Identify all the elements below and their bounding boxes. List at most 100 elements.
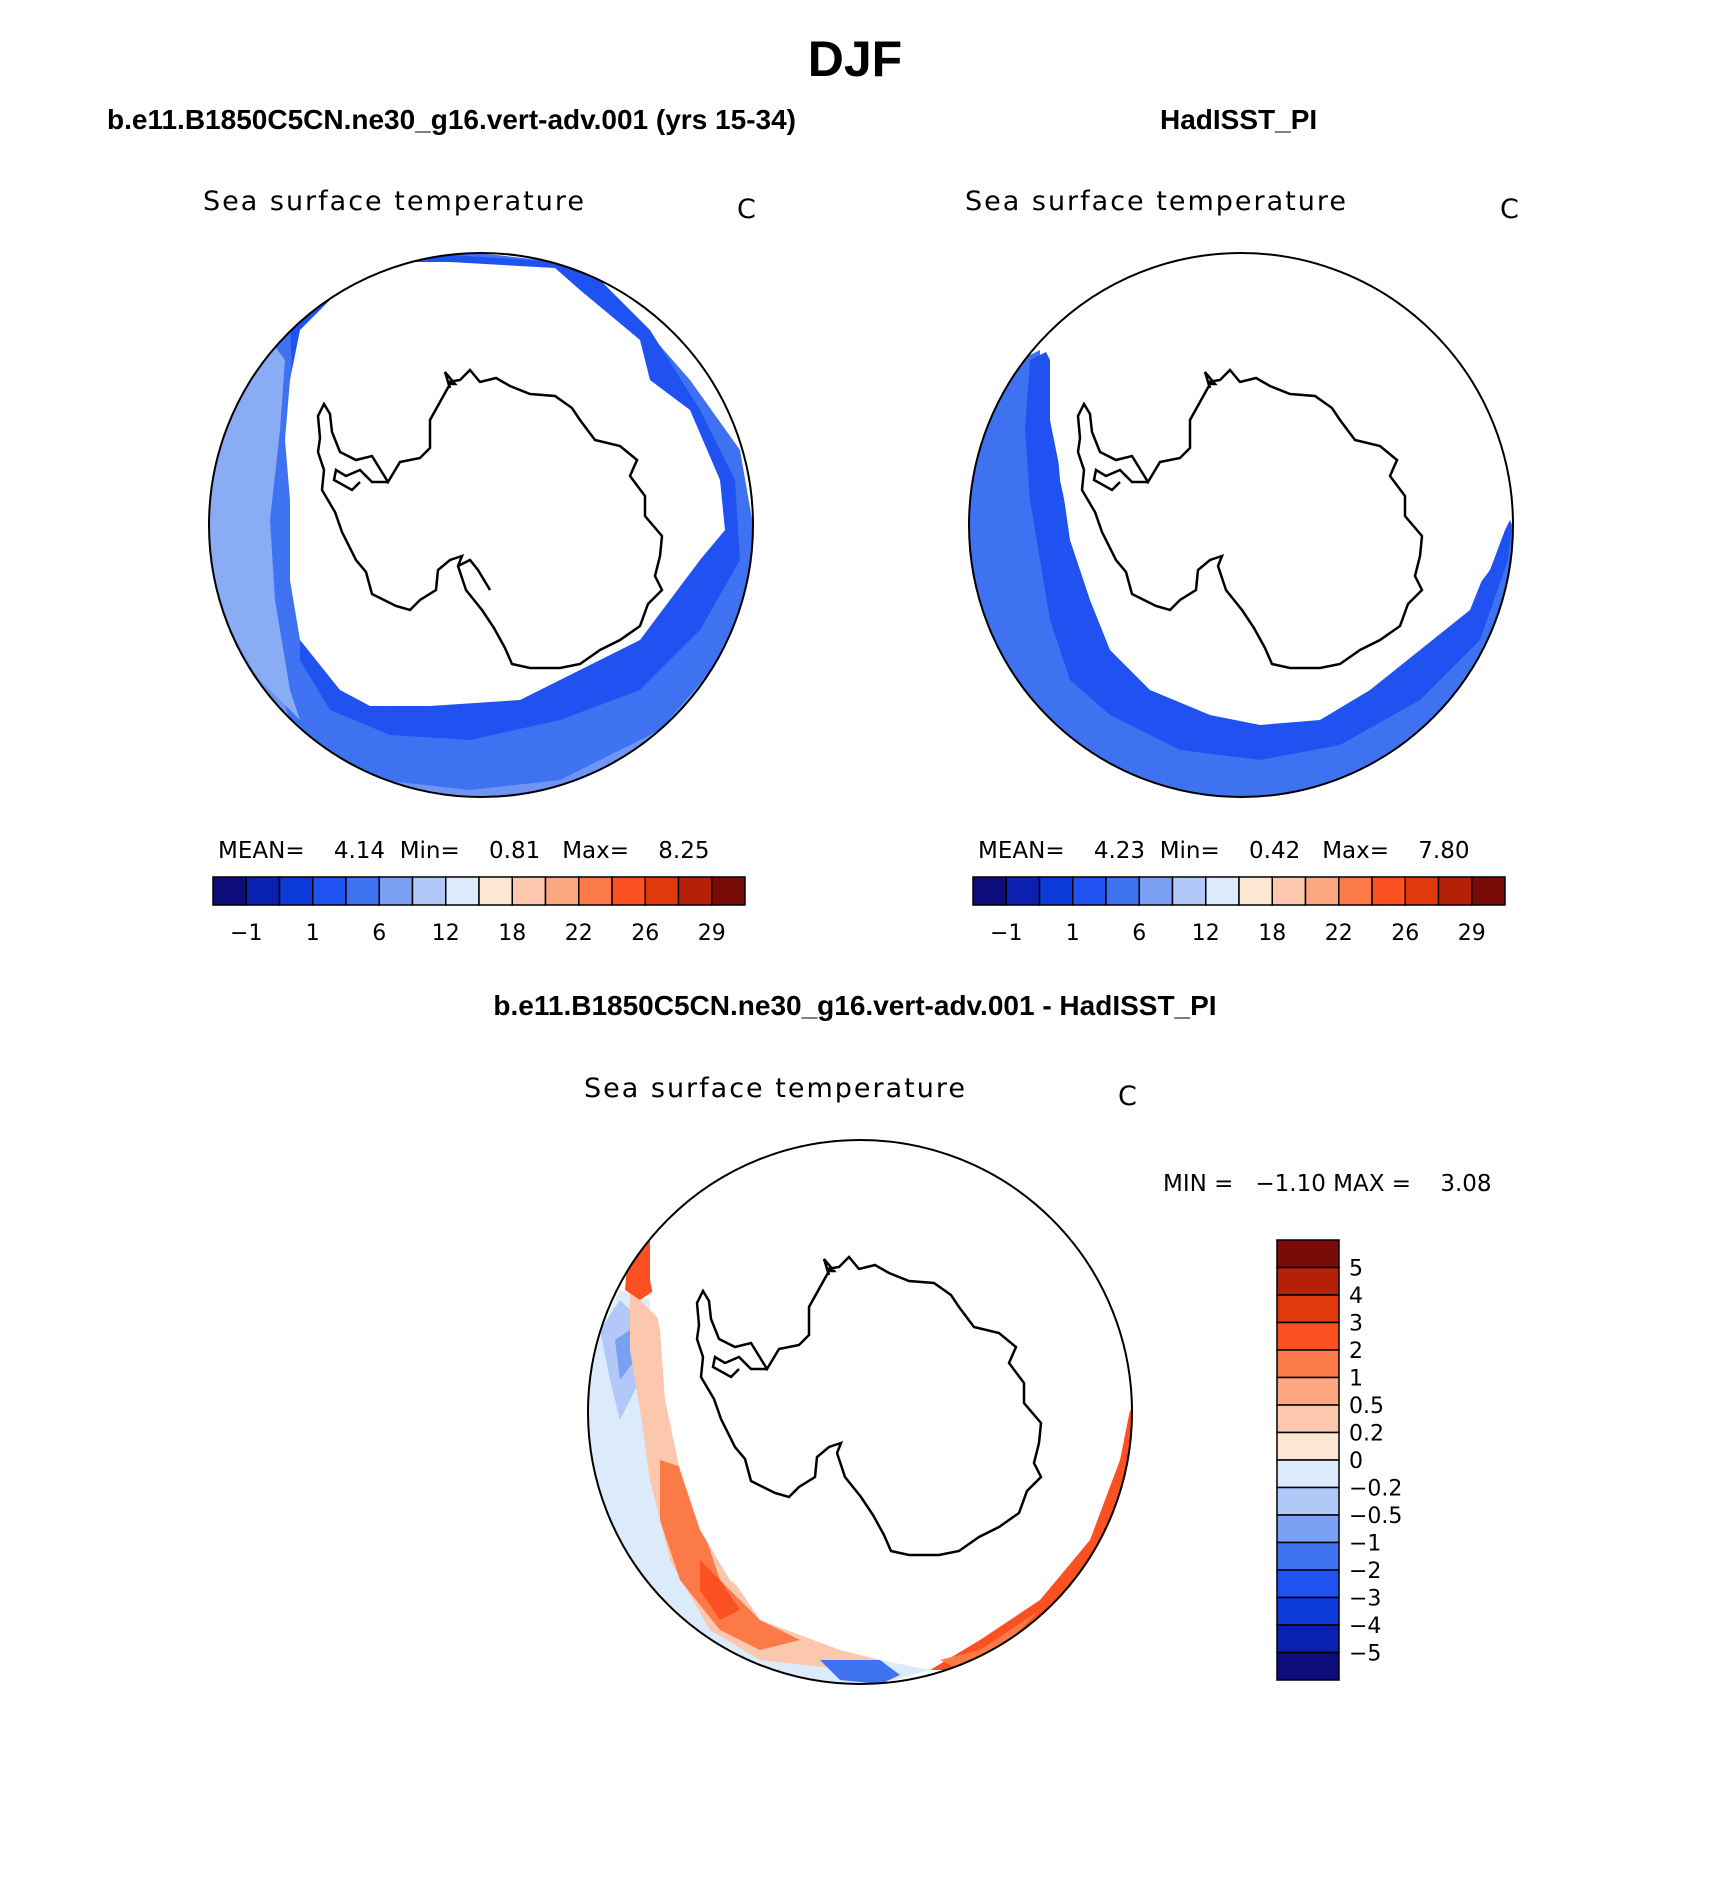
panel3-colorbar-tick-label-5: 0.5 (1349, 1394, 1384, 1419)
panel1-colorbar-swatch-15 (711, 876, 746, 906)
panel1-colorbar-swatch-14 (677, 876, 713, 906)
panel2-mean-label: MEAN= (978, 838, 1065, 864)
panel2-colorbar-tick-label-3: 12 (1192, 921, 1220, 946)
panel2-colorbar-tick-label-6: 26 (1391, 921, 1419, 946)
panel3-colorbar-swatch-14 (1276, 1624, 1340, 1654)
panel1-colorbar-swatch-5 (378, 876, 414, 906)
panel1-colorbar-tick-label-3: 12 (432, 921, 460, 946)
panel3-colorbar-tick-label-12: −3 (1349, 1587, 1381, 1612)
panel3-colorbar-swatch-2 (1276, 1294, 1340, 1324)
panel3-colorbar-tick-label-4: 1 (1349, 1367, 1363, 1392)
panel2-colorbar-swatch-0 (972, 876, 1007, 906)
panel3-colorbar-tick-label-8: −0.2 (1349, 1477, 1402, 1502)
panel3-colorbar-swatch-11 (1276, 1541, 1340, 1571)
ross-ice-shelf-detail (457, 558, 492, 591)
panel1-colorbar-tick-label-1: 1 (306, 921, 320, 946)
panel1-colorbar-tick-label-2: 6 (372, 921, 386, 946)
panel1-colorbar-tick-label-0: −1 (230, 921, 262, 946)
antarctic-peninsula (332, 468, 388, 492)
panel2-colorbar-tick-label-7: 29 (1458, 921, 1486, 946)
panel1-min-value: 0.81 (489, 838, 541, 864)
panel3-max-label: MAX = (1333, 1171, 1412, 1197)
panel3-colorbar-tick-label-1: 4 (1349, 1284, 1363, 1309)
panel2-colorbar-swatch-3 (1072, 876, 1107, 906)
panel3-colorbar-swatch-9 (1276, 1486, 1340, 1516)
panel1-mean-value: 4.14 (333, 838, 386, 864)
panel2-colorbar-swatch-6 (1171, 876, 1207, 906)
panel1-variable-label: Sea surface temperature (203, 186, 586, 217)
panel3-colorbar-tick-label-0: 5 (1349, 1257, 1363, 1282)
panel1-colorbar-tick-label-6: 26 (631, 921, 659, 946)
panel2-colorbar-tick-label-1: 1 (1066, 921, 1080, 946)
panel3-colorbar-swatch-6 (1276, 1404, 1340, 1434)
sea-ice-mask (285, 262, 725, 706)
panel2-colorbar-swatch-2 (1038, 876, 1074, 906)
panel1-mean-label: MEAN= (218, 838, 305, 864)
panel3-colorbar-tick-label-9: −0.5 (1349, 1504, 1402, 1529)
antarctica-coastline (316, 368, 664, 670)
panel2-heading: HadISST_PI (1160, 104, 1318, 135)
panel2-colorbar-tick-label-5: 22 (1325, 921, 1353, 946)
antarctica-coastline (695, 1255, 1043, 1557)
panel2-max-label: Max= (1322, 838, 1390, 864)
panel3-colorbar-tick-label-10: −1 (1349, 1532, 1381, 1557)
panel1-colorbar-swatch-3 (312, 876, 347, 906)
panel1-colorbar-tick-label-7: 29 (698, 921, 726, 946)
panel1-units-label: C (737, 194, 756, 225)
panel3-colorbar-tick-label-3: 2 (1349, 1339, 1363, 1364)
panel2-colorbar-tick-label-4: 18 (1258, 921, 1286, 946)
panel3-colorbar-tick-label-14: −5 (1349, 1642, 1381, 1667)
panel3-colorbar-swatch-12 (1276, 1569, 1340, 1599)
sea-ice-mask (650, 1140, 1130, 1650)
diff-pos-4-left (700, 1560, 740, 1620)
panel1-colorbar-tick-label-5: 22 (565, 921, 593, 946)
panel2-max-value: 7.80 (1418, 838, 1470, 864)
panel2-colorbar-swatch-14 (1437, 876, 1473, 906)
panel3-max-value: 3.08 (1440, 1171, 1492, 1197)
panel2-colorbar-tick-label-0: −1 (990, 921, 1022, 946)
panel1-colorbar-swatch-13 (644, 876, 680, 906)
panel1-colorbar-swatch-12 (611, 876, 646, 906)
diff-neg-0.2-0 (588, 1290, 930, 1684)
panel2-variable-label: Sea surface temperature (965, 186, 1348, 217)
panel3-colorbar-tick-label-7: 0 (1349, 1449, 1363, 1474)
panel1-heading: b.e11.B1850C5CN.ne30_g16.vert-adv.001 (y… (107, 104, 796, 135)
panel3-colorbar-tick-label-13: −4 (1349, 1614, 1381, 1639)
panel1-colorbar-swatch-0 (212, 876, 247, 906)
panel1-colorbar-swatch-6 (411, 876, 447, 906)
panel3-colorbar-swatch-8 (1276, 1459, 1340, 1489)
panel3-colorbar-swatch-4 (1276, 1349, 1340, 1379)
panel1-colorbar-swatch-9 (511, 876, 547, 906)
panel2-mean-value: 4.23 (1093, 838, 1146, 864)
panel3-colorbar-swatch-1 (1276, 1266, 1340, 1296)
panel2-min-value: 0.42 (1249, 838, 1301, 864)
panel1-colorbar-tick-label-4: 18 (498, 921, 526, 946)
panel2-colorbar-swatch-7 (1205, 876, 1240, 906)
panel3-colorbar-tick-label-2: 3 (1349, 1312, 1363, 1337)
panel3-colorbar-tick-label-6: 0.2 (1349, 1422, 1384, 1447)
panel3-heading: b.e11.B1850C5CN.ne30_g16.vert-adv.001 - … (493, 990, 1217, 1021)
panel2-colorbar-swatch-15 (1471, 876, 1506, 906)
antarctica-coastline (1076, 368, 1424, 670)
panel2-units-label: C (1500, 194, 1519, 225)
panel1-max-label: Max= (562, 838, 630, 864)
diff-neg-2-bottom (820, 1660, 900, 1684)
panel3-stats: MIN = −1.10 MAX = 3.08 (1163, 1171, 1492, 1197)
panel2-colorbar-swatch-5 (1138, 876, 1174, 906)
panel3-colorbar-swatch-15 (1276, 1651, 1340, 1681)
panel1-stats: MEAN= 4.14 Min= 0.81 Max= 8.25 (218, 838, 709, 864)
panel3-colorbar-swatch-0 (1276, 1239, 1340, 1269)
panel3-units-label: C (1118, 1081, 1137, 1112)
panel2-stats: MEAN= 4.23 Min= 0.42 Max= 7.80 (978, 838, 1469, 864)
sea-ice-mask (1040, 253, 1512, 716)
panel1-max-value: 8.25 (658, 838, 710, 864)
panel3-colorbar-swatch-13 (1276, 1596, 1340, 1626)
panel3-colorbar-swatch-7 (1276, 1431, 1340, 1461)
panel3-colorbar-swatch-3 (1276, 1321, 1340, 1351)
panel1-colorbar-swatch-4 (345, 876, 380, 906)
diff-pos-2-right (940, 1610, 1040, 1670)
